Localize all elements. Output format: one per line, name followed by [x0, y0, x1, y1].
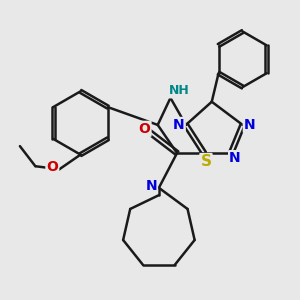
Text: N: N [229, 151, 241, 165]
Text: N: N [145, 179, 157, 193]
Text: N: N [173, 118, 185, 132]
Text: O: O [46, 160, 58, 174]
Text: N: N [244, 118, 255, 132]
Text: O: O [139, 122, 151, 136]
Text: NH: NH [169, 84, 189, 98]
Text: S: S [200, 154, 211, 169]
